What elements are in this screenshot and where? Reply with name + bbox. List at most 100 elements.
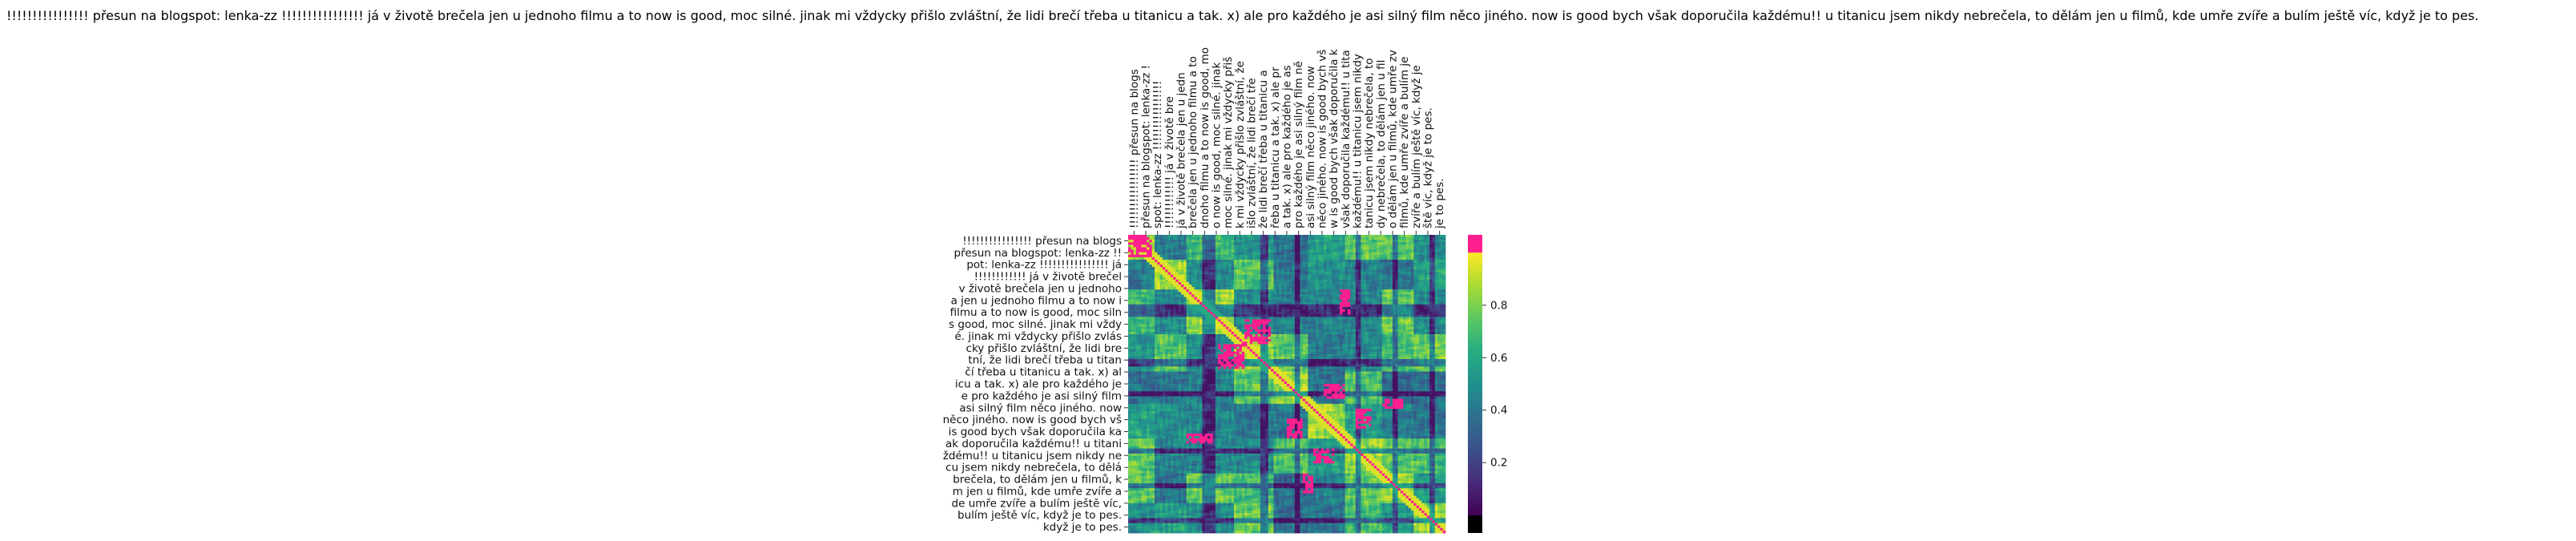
heatmap-cell bbox=[1218, 297, 1221, 300]
heatmap-cell bbox=[1255, 247, 1259, 250]
heatmap-cell bbox=[1294, 262, 1298, 265]
heatmap-cell bbox=[1400, 287, 1404, 290]
heatmap-cell bbox=[1336, 242, 1340, 245]
heatmap-cell bbox=[1361, 235, 1365, 238]
heatmap-cell bbox=[1403, 285, 1406, 288]
heatmap-cell bbox=[1149, 287, 1153, 290]
heatmap-cell bbox=[1373, 237, 1377, 240]
heatmap-cell bbox=[1334, 309, 1338, 313]
heatmap-cell bbox=[1324, 247, 1327, 250]
heatmap-cell bbox=[1426, 277, 1430, 281]
heatmap-cell bbox=[1432, 294, 1436, 297]
heatmap-cell bbox=[1249, 337, 1253, 340]
heatmap-cell bbox=[1369, 252, 1372, 256]
heatmap-cell bbox=[1300, 309, 1304, 313]
heatmap-cells bbox=[1128, 235, 1446, 534]
heatmap-cell bbox=[1202, 262, 1206, 265]
heatmap-cell bbox=[1313, 326, 1316, 330]
heatmap-cell bbox=[1419, 267, 1422, 270]
heatmap-cell bbox=[1316, 306, 1319, 310]
heatmap-cell bbox=[1403, 249, 1406, 253]
heatmap-cell bbox=[1371, 321, 1375, 325]
heatmap-cell bbox=[1292, 329, 1296, 333]
heatmap-cell bbox=[1255, 329, 1259, 333]
heatmap-cell bbox=[1353, 247, 1357, 250]
heatmap-cell bbox=[1336, 264, 1340, 268]
heatmap-cell bbox=[1173, 240, 1176, 243]
heatmap-cell bbox=[1157, 297, 1160, 300]
heatmap-cell bbox=[1340, 262, 1343, 265]
heatmap-cell bbox=[1403, 329, 1406, 333]
heatmap-cell bbox=[1350, 292, 1353, 295]
heatmap-cell bbox=[1381, 252, 1385, 256]
heatmap-cell bbox=[1133, 319, 1137, 322]
heatmap-cell bbox=[1147, 289, 1150, 293]
heatmap-cell bbox=[1271, 334, 1274, 337]
heatmap-cell bbox=[1247, 294, 1251, 297]
heatmap-cell bbox=[1186, 304, 1190, 308]
heatmap-cell bbox=[1355, 235, 1359, 238]
heatmap-cell bbox=[1371, 299, 1375, 303]
heatmap-cell bbox=[1389, 267, 1393, 270]
heatmap-cell bbox=[1379, 260, 1383, 263]
heatmap-cell bbox=[1421, 334, 1425, 337]
heatmap-cell bbox=[1188, 317, 1192, 320]
heatmap-cell bbox=[1332, 256, 1335, 260]
heatmap-cell bbox=[1139, 247, 1142, 250]
heatmap-cell bbox=[1434, 299, 1438, 303]
heatmap-cell bbox=[1257, 321, 1261, 325]
heatmap-cell bbox=[1347, 247, 1351, 250]
heatmap-cell bbox=[1350, 252, 1353, 256]
heatmap-cell bbox=[1400, 242, 1404, 245]
heatmap-cell bbox=[1173, 256, 1176, 260]
heatmap-cell bbox=[1344, 242, 1348, 245]
heatmap-cell bbox=[1151, 260, 1155, 263]
heatmap-cell bbox=[1199, 272, 1203, 275]
heatmap-cell bbox=[1393, 237, 1396, 240]
heatmap-cell bbox=[1355, 289, 1359, 293]
heatmap-cell bbox=[1204, 235, 1208, 238]
heatmap-cell bbox=[1308, 294, 1312, 297]
heatmap-cell bbox=[1305, 292, 1308, 295]
heatmap-cell bbox=[1381, 312, 1385, 315]
heatmap-cell bbox=[1186, 312, 1190, 315]
heatmap-cell bbox=[1432, 240, 1436, 243]
heatmap-cell bbox=[1247, 334, 1251, 337]
heatmap-cell bbox=[1181, 294, 1184, 297]
heatmap-cell bbox=[1358, 294, 1361, 297]
heatmap-cell bbox=[1302, 314, 1306, 317]
heatmap-cell bbox=[1260, 254, 1264, 258]
heatmap-cell bbox=[1334, 267, 1338, 270]
heatmap-cell bbox=[1358, 334, 1361, 337]
heatmap-cell bbox=[1188, 279, 1192, 283]
heatmap-cell bbox=[1183, 274, 1187, 278]
heatmap-cell bbox=[1403, 292, 1406, 295]
heatmap-cell bbox=[1199, 247, 1203, 250]
heatmap-cell bbox=[1355, 331, 1359, 335]
heatmap-cell bbox=[1302, 289, 1306, 293]
heatmap-cell bbox=[1279, 301, 1282, 305]
heatmap-cell bbox=[1157, 279, 1160, 283]
heatmap-cell bbox=[1313, 334, 1316, 337]
heatmap-cell bbox=[1223, 287, 1227, 290]
heatmap-cell bbox=[1196, 329, 1200, 333]
heatmap-cell bbox=[1393, 252, 1396, 256]
heatmap-cell bbox=[1442, 247, 1446, 250]
heatmap-cell bbox=[1181, 317, 1184, 320]
heatmap-cell bbox=[1194, 337, 1198, 340]
heatmap-cell bbox=[1373, 334, 1377, 337]
heatmap-cell bbox=[1381, 256, 1385, 260]
heatmap-cell bbox=[1403, 262, 1406, 265]
heatmap-cell bbox=[1305, 249, 1308, 253]
heatmap-cell bbox=[1292, 337, 1296, 340]
heatmap-cell bbox=[1155, 237, 1158, 240]
heatmap-cell bbox=[1313, 299, 1316, 303]
heatmap-cell bbox=[1413, 240, 1417, 243]
heatmap-cell bbox=[1363, 306, 1367, 310]
heatmap-cell bbox=[1429, 312, 1433, 315]
heatmap-cell bbox=[1284, 267, 1288, 270]
heatmap-cell bbox=[1358, 247, 1361, 250]
heatmap-cell bbox=[1255, 237, 1259, 240]
heatmap-cell bbox=[1334, 331, 1338, 335]
heatmap-cell bbox=[1196, 260, 1200, 263]
